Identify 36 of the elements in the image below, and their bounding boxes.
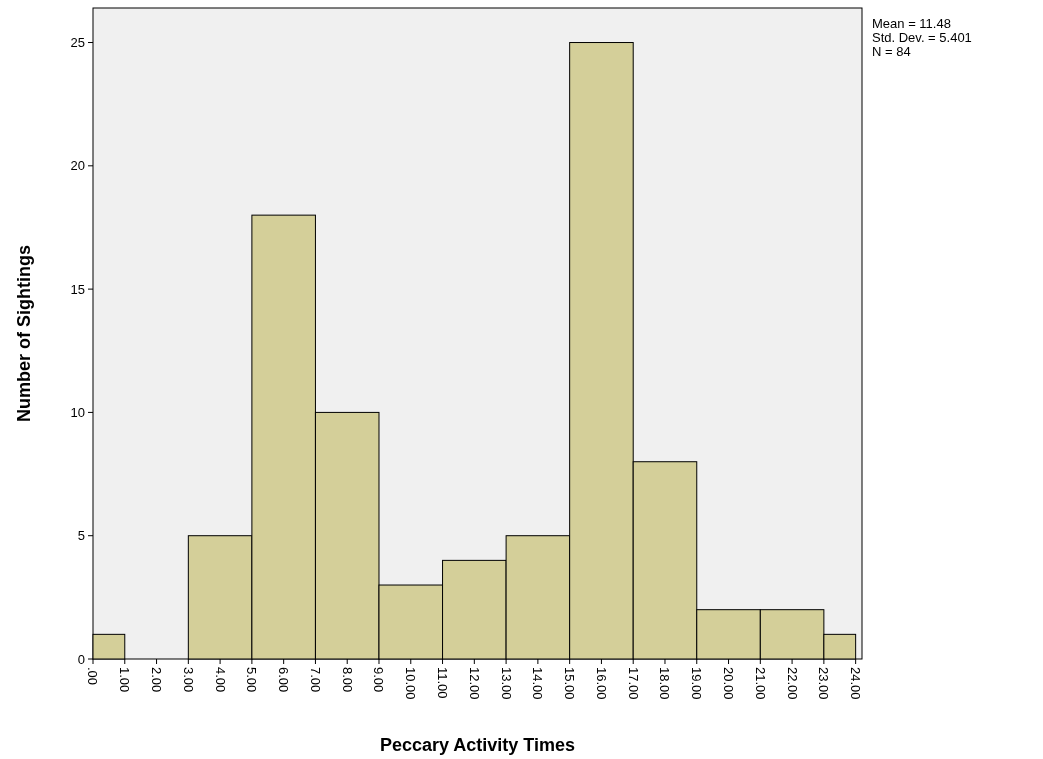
x-tick-label: 16.00 — [593, 667, 609, 700]
x-tick-label: 13.00 — [498, 667, 514, 700]
x-tick-label: 9.00 — [371, 667, 387, 693]
x-tick-label: 5.00 — [244, 667, 260, 693]
x-tick-label: 2.00 — [149, 667, 164, 693]
y-tick-label: 5 — [77, 528, 85, 544]
y-tick-label: 10 — [70, 404, 85, 420]
x-tick-label: 1.00 — [117, 667, 133, 693]
x-tick-label: 12.00 — [466, 667, 482, 700]
y-tick-label: 0 — [77, 651, 85, 667]
x-tick-label: 24.00 — [848, 667, 864, 700]
x-tick-label: .00 — [85, 667, 101, 686]
x-tick-label: 6.00 — [276, 667, 292, 693]
x-tick-label: 15.00 — [562, 667, 578, 700]
x-tick-label: 4.00 — [212, 667, 228, 693]
x-tick-label: 7.00 — [307, 667, 323, 693]
x-tick-label: 10.00 — [403, 667, 419, 700]
x-tick-label: 11.00 — [435, 667, 450, 699]
y-tick-label: 15 — [70, 281, 85, 297]
x-axis-title: Peccary Activity Times — [379, 735, 576, 755]
x-tick-label: 14.00 — [530, 667, 546, 700]
x-tick-label: 17.00 — [625, 667, 641, 700]
y-tick-label: 20 — [70, 158, 85, 174]
text: Mean = 11.48 — [872, 16, 951, 31]
y-axis-title: Number of Sightings — [14, 245, 34, 422]
x-tick-label: 21.00 — [752, 667, 768, 700]
x-tick-label: 19.00 — [689, 667, 705, 700]
x-tick-label: 23.00 — [816, 667, 832, 700]
x-tick-label: 20.00 — [720, 667, 736, 700]
x-tick-label: 8.00 — [339, 667, 355, 693]
x-tick-label: 3.00 — [180, 667, 196, 693]
text: N = 84 — [872, 44, 911, 59]
x-tick-label: 18.00 — [657, 667, 673, 700]
y-tick-label: 25 — [70, 35, 85, 51]
x-tick-label: 22.00 — [784, 667, 800, 700]
text: Std. Dev. = 5.401 — [872, 30, 972, 45]
